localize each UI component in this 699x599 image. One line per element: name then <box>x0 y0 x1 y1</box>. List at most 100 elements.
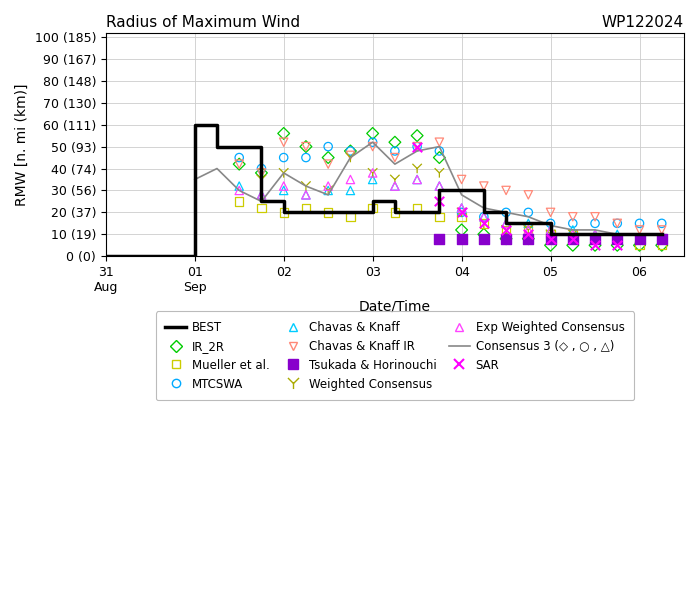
Point <box>345 146 356 156</box>
Point <box>301 153 312 162</box>
Point <box>523 225 534 235</box>
Point <box>500 234 512 244</box>
Point <box>523 219 534 228</box>
Point <box>656 234 668 244</box>
Point <box>523 225 534 235</box>
Point <box>434 137 445 147</box>
Point <box>478 229 489 239</box>
Point <box>567 219 578 228</box>
Point <box>545 225 556 235</box>
Point <box>634 234 645 244</box>
Point <box>589 229 600 239</box>
Point <box>301 190 312 199</box>
Point <box>612 229 623 239</box>
Point <box>523 229 534 239</box>
Point <box>345 153 356 162</box>
Point <box>545 240 556 250</box>
Point <box>634 225 645 235</box>
Point <box>434 181 445 191</box>
Point <box>567 234 578 244</box>
Point <box>634 240 645 250</box>
Point <box>545 225 556 235</box>
Point <box>389 181 401 191</box>
Point <box>322 153 333 162</box>
Point <box>256 175 267 184</box>
Point <box>322 159 333 169</box>
Point <box>367 203 378 213</box>
Point <box>256 190 267 199</box>
Point <box>500 219 512 228</box>
Point <box>389 146 401 156</box>
Point <box>478 219 489 228</box>
Point <box>412 131 423 140</box>
Point <box>634 234 645 244</box>
Point <box>434 196 445 206</box>
Point <box>367 137 378 147</box>
Point <box>589 240 600 250</box>
Point <box>367 175 378 184</box>
Point <box>478 212 489 222</box>
Point <box>478 219 489 228</box>
Point <box>456 208 467 217</box>
Point <box>656 234 668 244</box>
Point <box>412 142 423 152</box>
Point <box>389 175 401 184</box>
Text: Radius of Maximum Wind: Radius of Maximum Wind <box>106 15 300 30</box>
Point <box>500 225 512 235</box>
Point <box>233 181 245 191</box>
Point <box>634 219 645 228</box>
Point <box>434 212 445 222</box>
Point <box>389 208 401 217</box>
Point <box>434 146 445 156</box>
Point <box>456 203 467 213</box>
Point <box>612 240 623 250</box>
Point <box>367 168 378 178</box>
Point <box>500 225 512 235</box>
Point <box>233 159 245 169</box>
Point <box>367 142 378 152</box>
Point <box>278 129 289 138</box>
Point <box>278 153 289 162</box>
Point <box>589 212 600 222</box>
Point <box>500 208 512 217</box>
Point <box>256 164 267 173</box>
Point <box>656 240 668 250</box>
Point <box>500 234 512 244</box>
Point <box>478 212 489 222</box>
Point <box>434 153 445 162</box>
Point <box>589 234 600 244</box>
Point <box>322 186 333 195</box>
Point <box>278 137 289 147</box>
Point <box>434 168 445 178</box>
Point <box>456 225 467 235</box>
Point <box>345 212 356 222</box>
Point <box>233 186 245 195</box>
Point <box>412 142 423 152</box>
Point <box>545 229 556 239</box>
Point <box>589 240 600 250</box>
Point <box>345 150 356 160</box>
Point <box>478 212 489 222</box>
Point <box>500 219 512 228</box>
Legend: BEST, IR_2R, Mueller et al., MTCSWA, Chavas & Knaff, Chavas & Knaff IR, Tsukada : BEST, IR_2R, Mueller et al., MTCSWA, Cha… <box>156 311 634 400</box>
Point <box>545 219 556 228</box>
Point <box>567 229 578 239</box>
Point <box>523 225 534 235</box>
Point <box>412 203 423 213</box>
Point <box>322 142 333 152</box>
Point <box>256 168 267 178</box>
Point <box>367 168 378 178</box>
Point <box>412 142 423 152</box>
Point <box>278 168 289 178</box>
Point <box>322 186 333 195</box>
Point <box>478 219 489 228</box>
Point <box>367 129 378 138</box>
Point <box>612 234 623 244</box>
Point <box>478 181 489 191</box>
Point <box>523 208 534 217</box>
Y-axis label: RMW [n. mi (km)]: RMW [n. mi (km)] <box>15 83 29 205</box>
Point <box>456 234 467 244</box>
Point <box>434 181 445 191</box>
Point <box>256 190 267 199</box>
Point <box>523 234 534 244</box>
